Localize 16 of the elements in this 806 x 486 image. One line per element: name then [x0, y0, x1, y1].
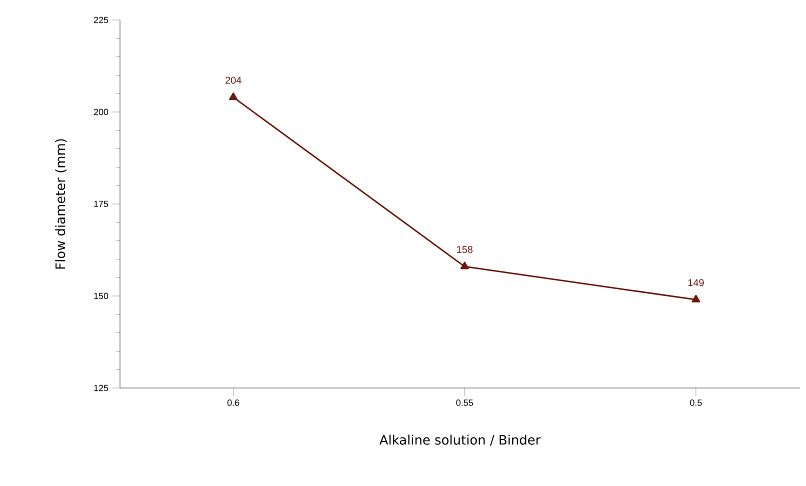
x-axis-title: Alkaline solution / Binder — [379, 434, 541, 446]
data-label: 204 — [226, 76, 242, 84]
point — [460, 262, 469, 270]
y-tick-label: 175 — [94, 200, 108, 208]
point — [692, 294, 700, 302]
y-tick-label: 150 — [94, 292, 108, 300]
y-tick-label: 225 — [94, 16, 108, 24]
y-tick-label: 200 — [94, 108, 108, 116]
y-axis-title: Flow diameter (mm) — [55, 139, 67, 269]
x-tick-label: 0.6 — [227, 400, 240, 406]
data-label: 149 — [688, 279, 704, 286]
x-tick-label: 0.5 — [690, 400, 702, 406]
y-tick-label: 125 — [94, 384, 108, 392]
point — [229, 92, 238, 100]
x-tick-label: 0.55 — [456, 400, 473, 406]
data-label: 158 — [457, 246, 473, 254]
